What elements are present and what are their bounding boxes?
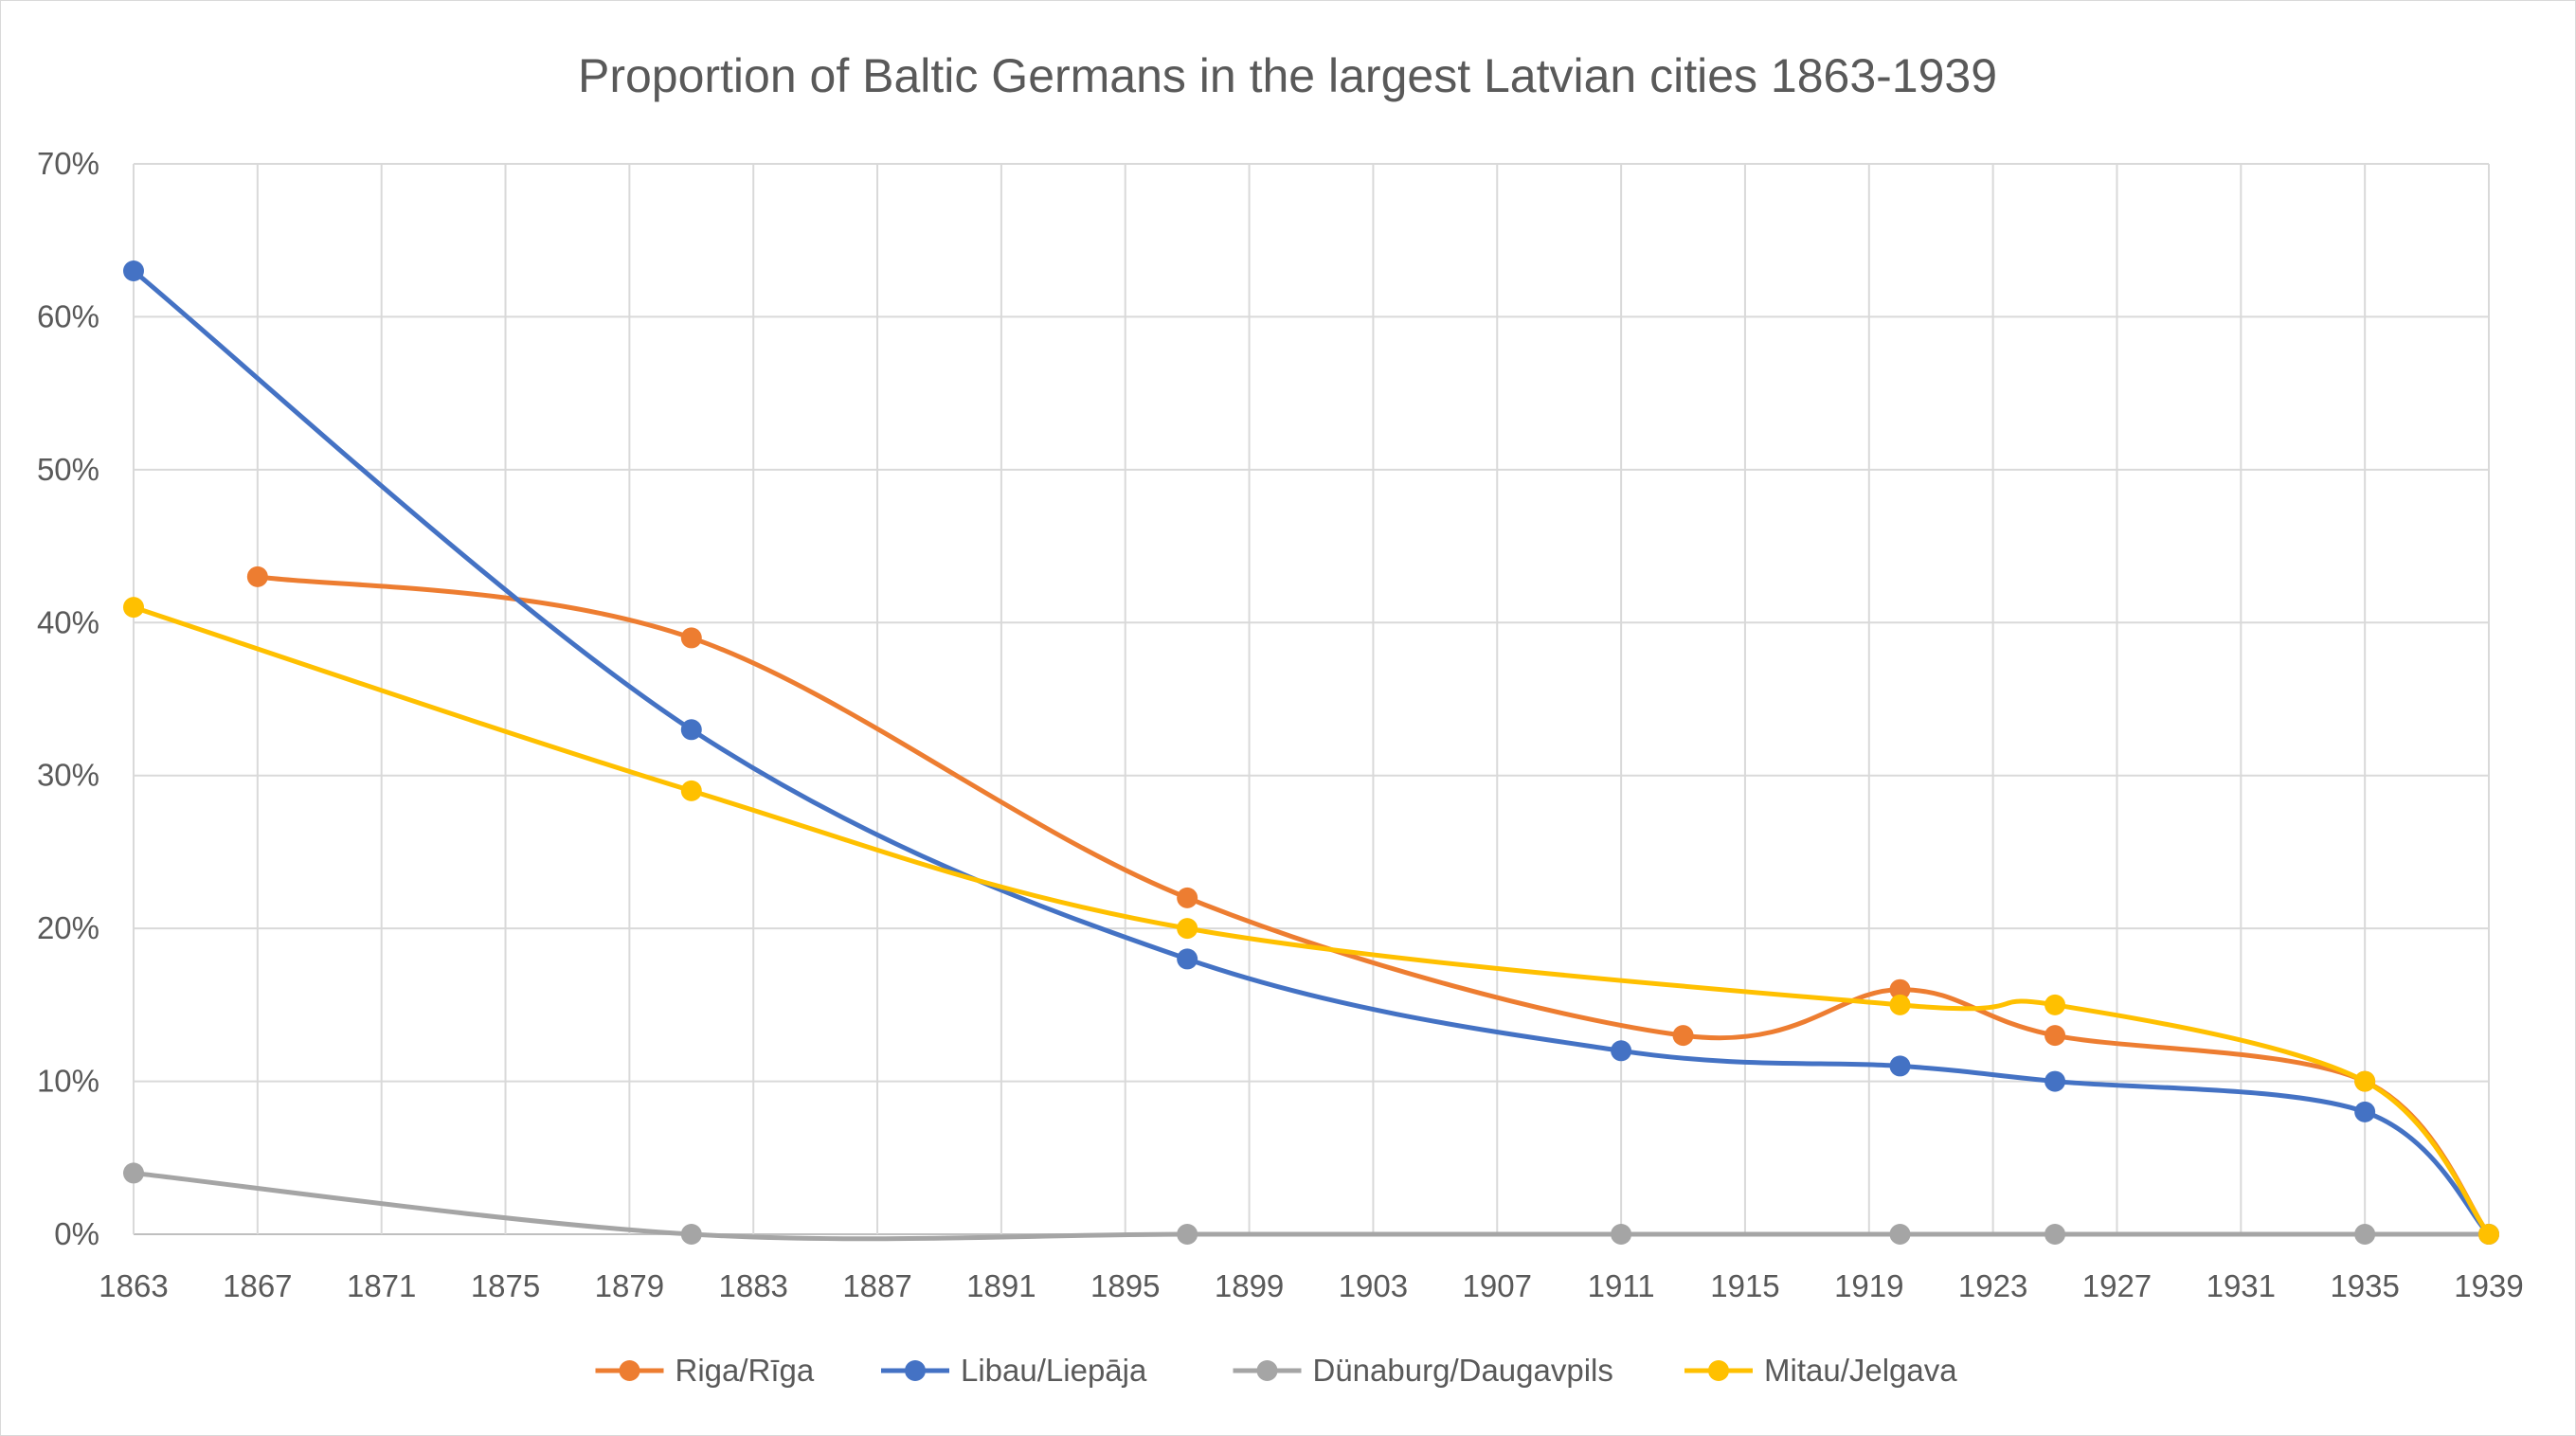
data-point	[246, 565, 268, 587]
x-tick-label: 1871	[347, 1268, 416, 1303]
legend-item: Libau/Liepāja	[881, 1353, 1147, 1388]
legend-label: Dünaburg/Daugavpils	[1313, 1353, 1613, 1388]
x-tick-label: 1919	[1834, 1268, 1903, 1303]
data-point	[680, 780, 702, 801]
legend: Riga/Rīga Libau/Liepāja Dünaburg/Daugavpil…	[595, 1353, 1957, 1388]
x-tick-label: 1907	[1463, 1268, 1532, 1303]
data-point	[1672, 1025, 1694, 1047]
x-tick-label: 1915	[1710, 1268, 1779, 1303]
data-point	[680, 1224, 702, 1245]
legend-label: Libau/Liepāja	[961, 1353, 1147, 1388]
data-point	[2354, 1224, 2376, 1245]
data-point	[1889, 978, 1911, 1000]
series-layer	[123, 260, 2499, 1245]
y-tick-label: 0%	[54, 1216, 99, 1251]
series-1	[123, 260, 2499, 1245]
legend-swatch-marker	[905, 1360, 926, 1381]
legend-swatch-marker	[1708, 1360, 1729, 1381]
x-tick-label: 1875	[471, 1268, 540, 1303]
y-tick-label: 10%	[37, 1064, 99, 1099]
series-line	[131, 604, 2492, 1237]
data-point	[2045, 994, 2066, 1015]
data-point	[2478, 1224, 2499, 1245]
x-tick-label: 1887	[842, 1268, 911, 1303]
x-tick-label: 1903	[1339, 1268, 1408, 1303]
series-2	[123, 1162, 2499, 1245]
data-point	[2045, 1224, 2066, 1245]
data-point	[680, 627, 702, 649]
legend-item: Mitau/Jelgava	[1684, 1353, 1957, 1388]
data-point	[1177, 918, 1198, 940]
data-point	[2354, 1070, 2376, 1092]
legend-item: Dünaburg/Daugavpils	[1233, 1353, 1613, 1388]
legend-label: Mitau/Jelgava	[1764, 1353, 1957, 1388]
legend-item: Riga/Rīga	[595, 1353, 815, 1388]
series-3	[123, 597, 2499, 1245]
grid	[133, 163, 2490, 1235]
x-tick-label: 1935	[2330, 1268, 2399, 1303]
x-tick-label: 1931	[2207, 1268, 2276, 1303]
x-tick-label: 1927	[2082, 1268, 2152, 1303]
data-point	[1889, 1224, 1911, 1245]
y-axis-ticks: 0% 10% 20% 30% 40% 50% 60% 70%	[37, 146, 99, 1251]
x-tick-label: 1911	[1588, 1268, 1655, 1303]
y-tick-label: 40%	[37, 604, 99, 639]
data-point	[123, 260, 144, 281]
y-tick-label: 60%	[37, 298, 99, 333]
x-tick-label: 1879	[595, 1268, 664, 1303]
data-point	[2354, 1101, 2376, 1122]
x-tick-label: 1891	[966, 1268, 1036, 1303]
data-point	[2045, 1025, 2066, 1047]
y-tick-label: 30%	[37, 758, 99, 793]
data-point	[2045, 1070, 2066, 1092]
data-point	[1889, 994, 1911, 1015]
y-tick-label: 70%	[37, 146, 99, 181]
x-tick-label: 1895	[1090, 1268, 1160, 1303]
x-tick-label: 1899	[1215, 1268, 1284, 1303]
series-line	[131, 268, 2492, 1237]
x-axis-ticks: 1863 1867 1871 1875 1879 1883 1887 1891 1895 1899…	[99, 1268, 2523, 1303]
y-tick-label: 50%	[37, 452, 99, 487]
x-tick-label: 1867	[223, 1268, 292, 1303]
data-point	[123, 597, 144, 619]
data-point	[1177, 948, 1198, 970]
data-point	[1611, 1224, 1632, 1245]
x-tick-label: 1863	[99, 1268, 168, 1303]
data-point	[1177, 1224, 1198, 1245]
x-tick-label: 1939	[2454, 1268, 2523, 1303]
data-point	[123, 1162, 144, 1184]
data-point	[1889, 1055, 1911, 1077]
data-point	[1177, 887, 1198, 908]
series-line	[131, 1170, 2492, 1242]
legend-swatch-marker	[619, 1360, 640, 1381]
data-point	[1611, 1040, 1632, 1062]
y-tick-label: 20%	[37, 910, 99, 945]
x-tick-label: 1883	[718, 1268, 787, 1303]
legend-swatch-marker	[1256, 1360, 1278, 1381]
x-tick-label: 1923	[1958, 1268, 2027, 1303]
data-point	[680, 719, 702, 741]
chart-title: Proportion of Baltic Germans in the larg…	[578, 49, 1997, 102]
legend-label: Riga/Rīga	[676, 1353, 815, 1388]
